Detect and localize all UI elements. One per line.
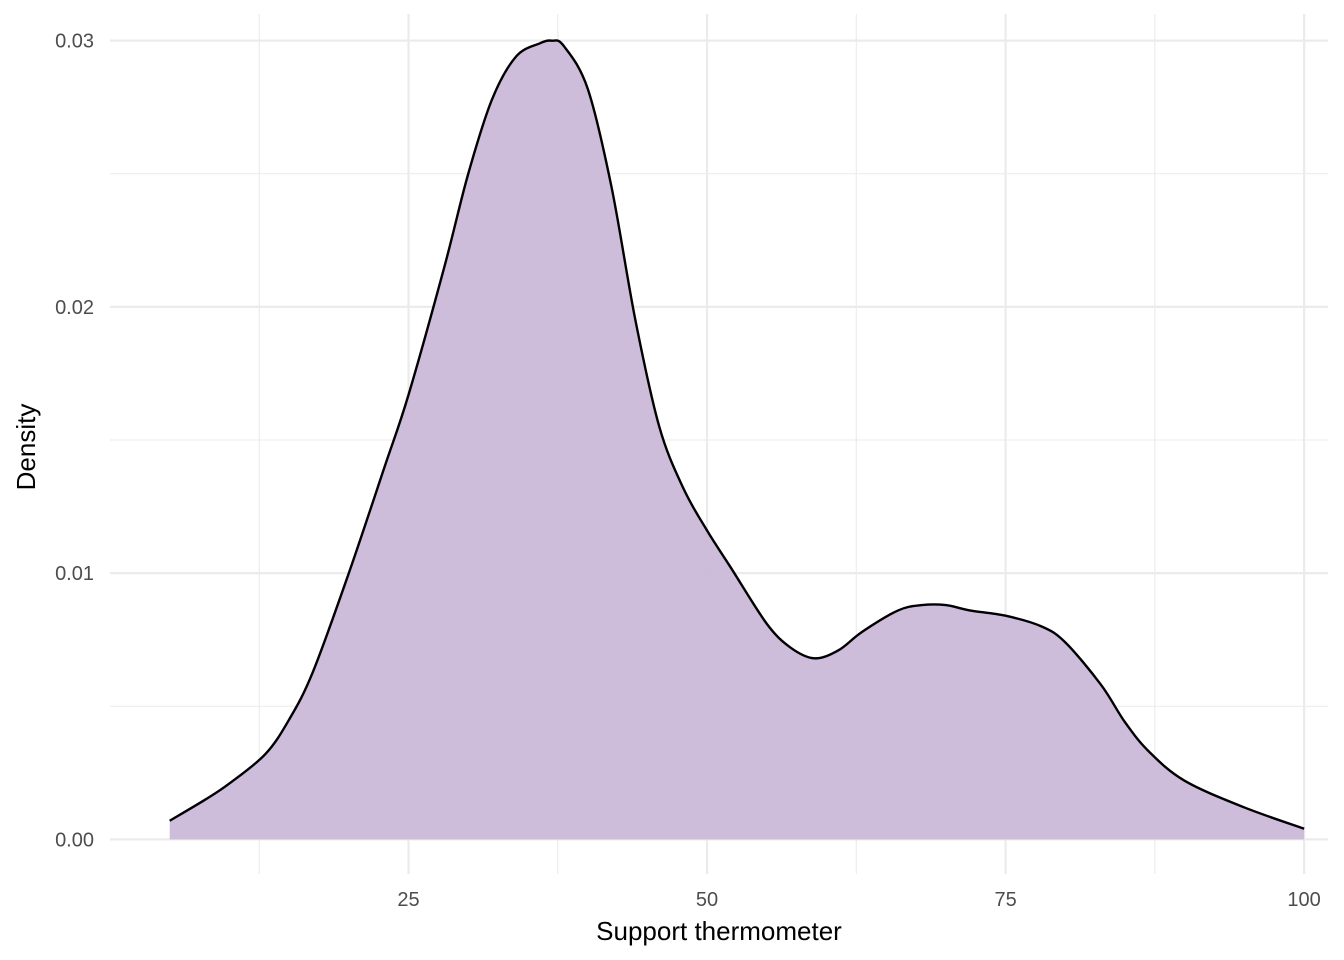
y-tick-label: 0.00: [55, 829, 94, 851]
x-axis-title: Support thermometer: [596, 916, 842, 946]
y-axis-ticks: 0.00 0.01 0.02 0.03: [55, 31, 94, 852]
density-line: [169, 39, 1305, 830]
y-tick-label: 0.02: [55, 297, 94, 319]
x-tick-label: 25: [397, 889, 419, 911]
x-tick-label: 100: [1287, 889, 1320, 911]
x-axis-ticks: 25 50 75 100: [397, 889, 1320, 911]
x-tick-label: 75: [994, 889, 1016, 911]
y-tick-label: 0.01: [55, 563, 94, 585]
x-tick-label: 50: [696, 889, 718, 911]
y-axis-title: Density: [11, 404, 41, 491]
y-tick-label: 0.03: [55, 31, 94, 53]
density-area: [169, 40, 1305, 840]
